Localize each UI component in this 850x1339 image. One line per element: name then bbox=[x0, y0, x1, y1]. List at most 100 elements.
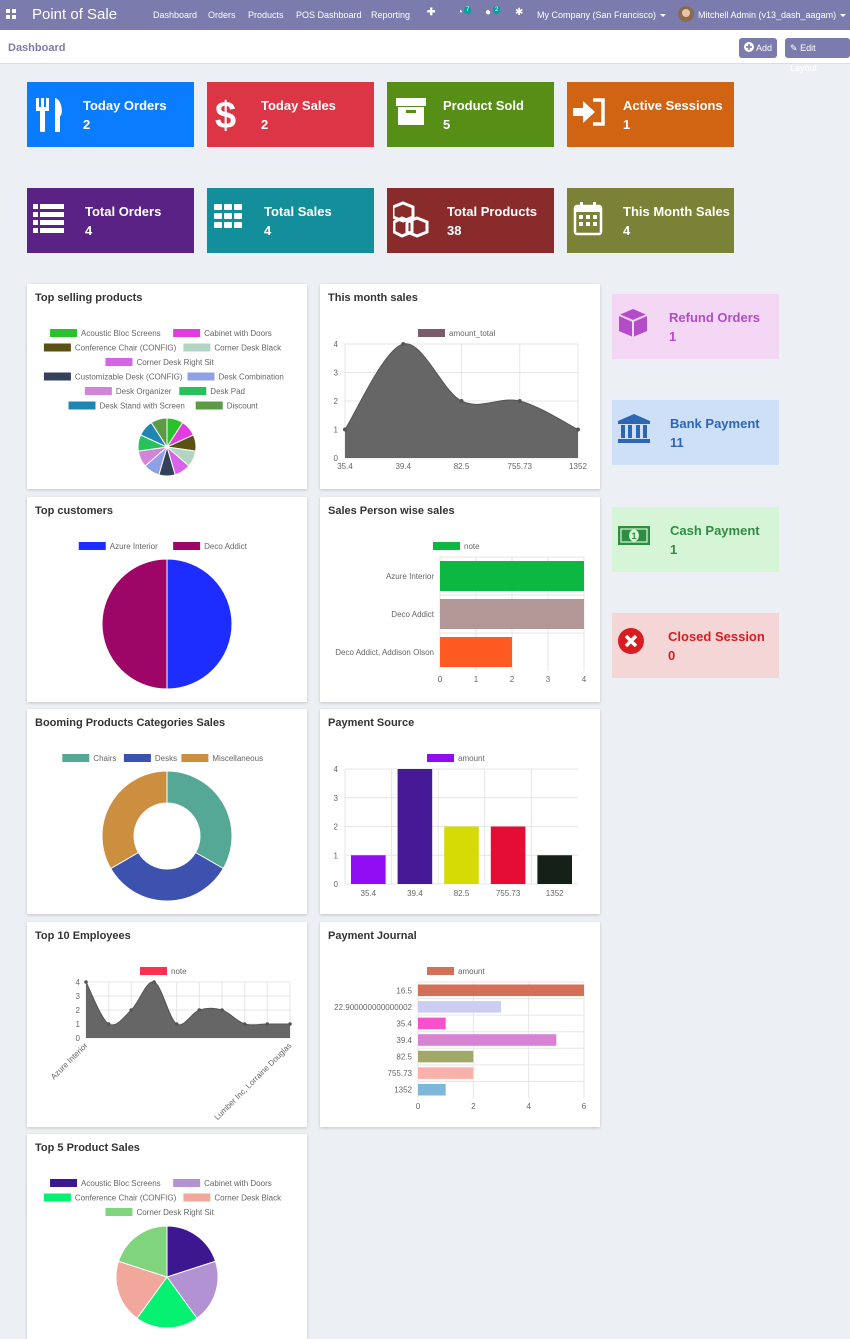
data-point bbox=[401, 342, 406, 346]
x-tick-label: 4 bbox=[582, 675, 587, 684]
activity-clock-icon[interactable]: ◔ bbox=[457, 7, 464, 18]
tile-product-sold[interactable]: Product Sold 5 bbox=[387, 82, 554, 147]
tile-active-sessions[interactable]: Active Sessions 1 bbox=[567, 82, 734, 147]
card-title: Booming Products Categories Sales bbox=[35, 717, 226, 729]
add-button[interactable]: Add bbox=[739, 38, 778, 58]
tile-value: 11 bbox=[670, 435, 684, 450]
data-point bbox=[288, 1022, 292, 1026]
menu-products[interactable]: Products bbox=[248, 10, 284, 20]
data-point bbox=[517, 399, 522, 403]
tile-value: 0 bbox=[668, 648, 676, 663]
breadcrumb[interactable]: Dashboard bbox=[8, 42, 66, 54]
tile-today-orders[interactable]: Today Orders 2 bbox=[27, 82, 194, 147]
tile-label: Today Orders bbox=[83, 98, 167, 113]
menu-dashboard[interactable]: Dashboard bbox=[153, 10, 198, 20]
card-title: Sales Person wise sales bbox=[328, 505, 455, 517]
calendar-icon bbox=[573, 202, 603, 236]
debug-bug-icon[interactable]: ✱ bbox=[515, 7, 524, 18]
card-payment-journal: amount 0 2 4 6 16.5 22.900000000000002 35.4 39.4… bbox=[320, 922, 600, 1127]
tile-value: 2 bbox=[83, 117, 91, 132]
bar bbox=[444, 826, 479, 884]
legend-swatch bbox=[173, 542, 201, 550]
legend-swatch bbox=[43, 372, 71, 381]
tile-value: 1 bbox=[623, 117, 631, 132]
x-tick-label: 755.73 bbox=[508, 462, 533, 471]
legend-label: note bbox=[171, 967, 187, 976]
tile-today-sales[interactable]: $ Today Sales 2 bbox=[207, 82, 374, 147]
y-tick-label: 2 bbox=[334, 397, 339, 406]
legend-label: Desk Combination bbox=[219, 373, 284, 382]
y-tick-label: 3 bbox=[334, 794, 339, 803]
tile-total-orders[interactable]: Total Orders 4 bbox=[27, 188, 194, 253]
tile-label: Refund Orders bbox=[669, 310, 761, 325]
legend-label: amount bbox=[458, 967, 485, 976]
bar bbox=[418, 1067, 474, 1079]
legend-label: Chairs bbox=[93, 754, 116, 763]
legend-swatch bbox=[43, 343, 71, 352]
x-tick-label: 1 bbox=[474, 675, 479, 684]
legend-label: amount bbox=[458, 754, 485, 763]
pie-slice bbox=[166, 1225, 217, 1278]
x-tick-label: 39.4 bbox=[395, 462, 411, 471]
tile-label: Total Orders bbox=[85, 204, 162, 219]
messages-icon[interactable]: ● bbox=[485, 7, 492, 18]
bar bbox=[418, 1017, 446, 1030]
legend-label: Desk Pad bbox=[210, 387, 245, 396]
y-tick-label: 3 bbox=[76, 992, 81, 1001]
fork-knife-icon bbox=[36, 98, 62, 132]
company-switcher[interactable]: My Company (San Francisco) bbox=[537, 10, 667, 20]
legend-swatch bbox=[179, 387, 207, 395]
apps-menu-icon[interactable] bbox=[6, 9, 16, 19]
grid-icon bbox=[214, 204, 242, 228]
user-avatar[interactable] bbox=[678, 6, 694, 22]
card-top-10-employees: note 0 1 2 3 4 Azure Interior Lumber Inc, Lorra… bbox=[27, 922, 307, 1127]
edit-layout-button[interactable]: ✎ Edit Layout bbox=[785, 38, 850, 73]
menu-reporting[interactable]: Reporting bbox=[371, 10, 411, 20]
card-top-customers: Azure Interior Deco Addict Top customers bbox=[27, 497, 307, 702]
card-title: Payment Source bbox=[328, 717, 415, 729]
pencil-icon: ✎ bbox=[790, 43, 798, 53]
tile-closed-session[interactable]: Closed Session 0 bbox=[612, 613, 779, 678]
legend-label: Corner Desk Black bbox=[214, 1194, 282, 1203]
card-title: Top customers bbox=[35, 505, 114, 517]
top-navbar: Point of Sale Dashboard Orders Products … bbox=[0, 0, 850, 30]
tile-this-month-sales[interactable]: This Month Sales 4 bbox=[567, 188, 734, 253]
data-point bbox=[220, 1008, 224, 1012]
x-tick-label: 4 bbox=[526, 1102, 531, 1111]
area-fill bbox=[86, 981, 290, 1038]
tile-refund-orders[interactable]: Refund Orders 1 bbox=[612, 294, 779, 359]
menu-pos-dashboard[interactable]: POS Dashboard bbox=[296, 10, 362, 20]
tile-bank-payment[interactable]: Bank Payment 11 bbox=[612, 400, 779, 465]
y-tick-label: 3 bbox=[334, 369, 339, 378]
card-title: Top 10 Employees bbox=[35, 930, 131, 942]
pie-slice bbox=[117, 1225, 168, 1278]
legend-swatch bbox=[173, 329, 201, 337]
add-label: Add bbox=[756, 43, 773, 53]
tile-value: 1 bbox=[669, 329, 677, 344]
legend-swatch bbox=[433, 542, 460, 550]
menu-orders[interactable]: Orders bbox=[208, 10, 236, 20]
tile-total-products[interactable]: Total Products 38 bbox=[387, 188, 554, 253]
y-tick-label: 4 bbox=[334, 340, 339, 349]
tile-cash-payment[interactable]: 1 Cash Payment 1 bbox=[612, 507, 779, 572]
legend-swatch bbox=[427, 967, 454, 975]
y-tick-label: 1 bbox=[334, 426, 339, 435]
legend-swatch bbox=[173, 1179, 201, 1187]
card-sales-person-wise-sales: note 0 1 2 3 4 Azure Interior Deco Addict Deco A… bbox=[320, 497, 600, 702]
tile-label: Total Products bbox=[447, 204, 538, 219]
legend-label: Conference Chair (CONFIG) bbox=[75, 344, 177, 353]
user-menu[interactable]: Mitchell Admin (v13_dash_aagam) bbox=[698, 10, 847, 20]
x-tick-label: 1352 bbox=[546, 889, 564, 898]
legend-label: Corner Desk Black bbox=[214, 344, 282, 353]
legend-swatch bbox=[68, 401, 96, 410]
card-title: Payment Journal bbox=[328, 930, 417, 942]
sign-in-icon bbox=[573, 98, 605, 126]
tile-value: 4 bbox=[85, 223, 93, 238]
data-point bbox=[265, 1022, 270, 1026]
x-tick-label: 0 bbox=[438, 675, 443, 684]
legend-swatch bbox=[105, 1208, 133, 1216]
plus-icon[interactable]: ✚ bbox=[427, 7, 436, 18]
x-tick-label: 82.5 bbox=[454, 462, 470, 471]
tile-total-sales[interactable]: Total Sales 4 bbox=[207, 188, 374, 253]
caret-down-icon bbox=[660, 14, 667, 18]
